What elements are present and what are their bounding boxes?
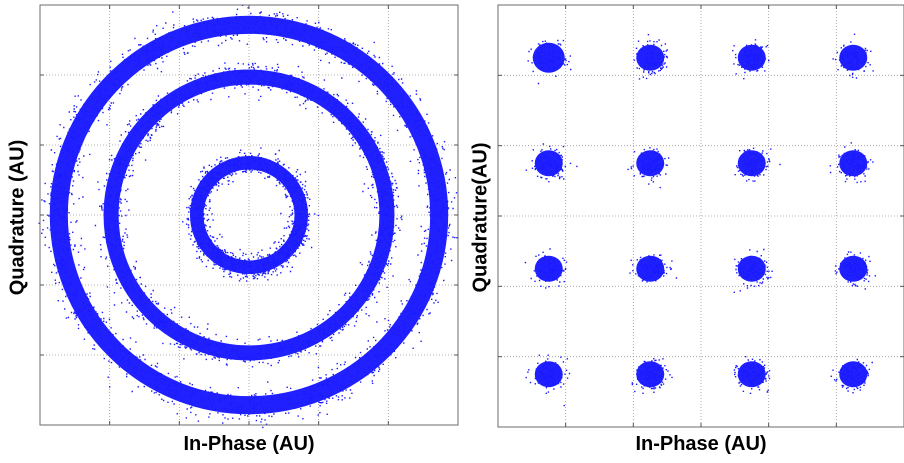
cluster-4 [832, 33, 874, 79]
cluster-core [534, 150, 563, 177]
x-axis-label: In-Phase (AU) [635, 433, 767, 455]
cluster-11 [733, 248, 773, 293]
cluster-points [733, 356, 771, 394]
ring-1 [182, 147, 319, 282]
cluster-points [633, 34, 668, 80]
cluster-points [834, 251, 876, 290]
ring-constellation-panel: Quadrature (AU) In-Phase (AU) [6, 4, 459, 455]
cluster-12 [834, 251, 876, 290]
cluster-10 [629, 254, 678, 283]
cluster-9 [524, 248, 568, 289]
cluster-points [734, 147, 781, 182]
cluster-points [733, 248, 773, 293]
cluster-points [631, 358, 673, 394]
qam-constellation-plot [497, 4, 904, 428]
cluster-core [636, 361, 665, 388]
cluster-points [832, 33, 874, 79]
ring-3 [38, 4, 458, 429]
ring-band [49, 15, 449, 415]
x-axis-label: In-Phase (AU) [183, 433, 315, 455]
cluster-points [524, 248, 568, 289]
qam-constellation-panel: Quadrature(AU) In-Phase (AU) [462, 0, 904, 463]
cluster-7 [734, 147, 781, 182]
cluster-2 [633, 34, 668, 80]
y-axis-label: Quadrature (AU) [6, 139, 29, 296]
cluster-points [829, 142, 874, 184]
cluster-5 [525, 143, 578, 183]
cluster-points [527, 39, 572, 85]
cluster-points [627, 147, 670, 189]
cluster-points [525, 354, 571, 407]
cluster-3 [732, 39, 770, 80]
cluster-14 [631, 358, 673, 394]
cluster-points [629, 254, 678, 283]
cluster-13 [525, 354, 571, 407]
y-axis-label: Quadrature(AU) [469, 142, 492, 293]
cluster-1 [527, 39, 572, 85]
cluster-6 [627, 147, 670, 189]
ring-constellation-plot [38, 4, 459, 429]
ring-points [182, 147, 319, 282]
cluster-points [525, 143, 578, 183]
cluster-16 [830, 358, 873, 394]
ring-2 [94, 62, 403, 368]
cluster-points [830, 358, 873, 394]
cluster-points [732, 39, 770, 80]
cluster-8 [829, 142, 874, 184]
cluster-15 [733, 356, 771, 394]
